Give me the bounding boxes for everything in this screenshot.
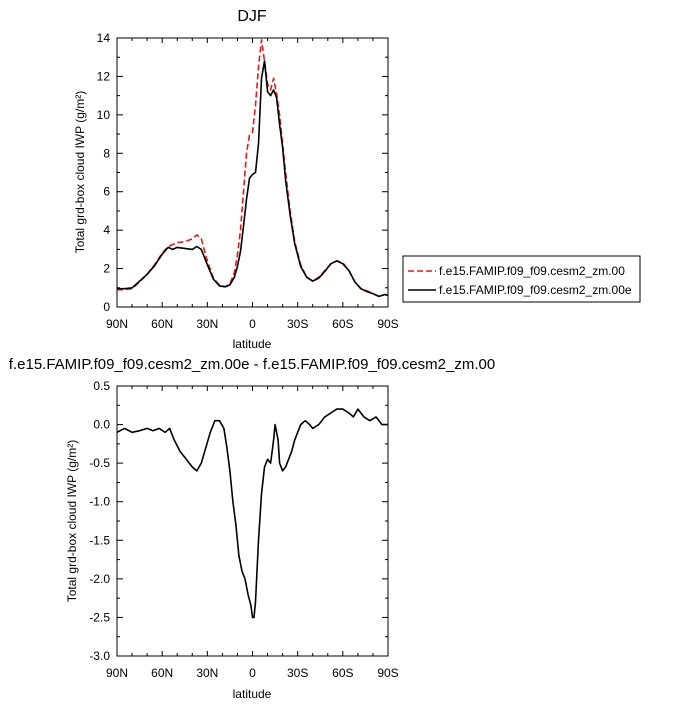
bottom-axis-ticks: 90N 60N 30N 0 30S 60S 90S -3.0 -2.5 -2.0 -1.5 -1.0 -… xyxy=(89,379,398,680)
legend-label-series-1: f.e15.FAMIP.f09_f09.cesm2_zm.00 xyxy=(439,264,625,278)
bottom-y-tick-label: -1.0 xyxy=(89,495,110,509)
top-x-tick-label: 60S xyxy=(332,317,353,331)
top-x-tick-label: 90N xyxy=(106,317,128,331)
bottom-x-tick-label: 0 xyxy=(249,666,256,680)
bottom-y-tick-label: 0.5 xyxy=(93,379,110,393)
bottom-x-axis-label: latitude xyxy=(233,687,272,701)
top-series-line-1 xyxy=(117,39,389,298)
top-x-tick-label: 30N xyxy=(196,317,218,331)
top-y-tick-label: 6 xyxy=(103,185,110,199)
top-axis-ticks: 90N 60N 30N 0 30S 60S 90S 0 2 4 6 8 10 12 14 xyxy=(97,31,399,331)
top-chart-title: DJF xyxy=(237,8,267,25)
top-series-line-2 xyxy=(117,60,389,298)
bottom-y-tick-label: -2.5 xyxy=(89,610,110,624)
bottom-chart-title: f.e15.FAMIP.f09_f09.cesm2_zm.00e - f.e15… xyxy=(9,356,495,373)
top-x-tick-label: 0 xyxy=(249,317,256,331)
bottom-x-tick-label: 60N xyxy=(151,666,173,680)
bottom-series-line-1 xyxy=(116,408,388,619)
top-plot-frame xyxy=(116,37,389,308)
top-y-tick-label: 8 xyxy=(103,146,110,160)
top-y-tick-label: 14 xyxy=(97,31,111,45)
top-y-tick-label: 10 xyxy=(97,108,111,122)
bottom-x-tick-label: 90S xyxy=(377,666,398,680)
bottom-panel: f.e15.FAMIP.f09_f09.cesm2_zm.00e - f.e15… xyxy=(9,356,495,701)
top-x-tick-label: 90S xyxy=(377,317,398,331)
bottom-y-tick-label: -3.0 xyxy=(89,649,110,663)
bottom-x-tick-label: 30S xyxy=(287,666,308,680)
bottom-x-tick-label: 60S xyxy=(332,666,353,680)
top-series-lines xyxy=(117,39,389,298)
top-y-axis-label: Total grd-box cloud IWP (g/m²) xyxy=(73,91,87,254)
top-x-axis-label: latitude xyxy=(233,337,272,351)
top-panel: DJF 90N 60N 30N 0 30S 60S 90S 0 2 4 6 8 10 12 14 latit… xyxy=(73,8,641,351)
bottom-y-axis-label: Total grd-box cloud IWP (g/m²) xyxy=(65,440,79,603)
bottom-x-tick-label: 30N xyxy=(196,666,218,680)
bottom-chart-title-text: f.e15.FAMIP.f09_f09.cesm2_zm.00e - f.e15… xyxy=(9,356,495,373)
bottom-y-tick-label: -2.0 xyxy=(89,572,110,586)
top-x-tick-label: 30S xyxy=(287,317,308,331)
bottom-series-lines xyxy=(116,408,388,619)
legend-box xyxy=(402,255,641,303)
top-y-tick-label: 2 xyxy=(103,262,110,276)
bottom-y-tick-label: -1.5 xyxy=(89,533,110,547)
top-y-tick-label: 12 xyxy=(97,69,111,83)
top-x-tick-label: 60N xyxy=(151,317,173,331)
bottom-y-tick-label: 0.0 xyxy=(93,418,110,432)
top-y-tick-label: 4 xyxy=(103,223,110,237)
bottom-x-tick-label: 90N xyxy=(106,666,128,680)
bottom-y-axis-label-text: Total grd-box cloud IWP (g/m²) xyxy=(65,440,79,603)
top-y-tick-label: 0 xyxy=(103,300,110,314)
legend: f.e15.FAMIP.f09_f09.cesm2_zm.00 f.e15.FA… xyxy=(402,255,641,303)
legend-label-series-2: f.e15.FAMIP.f09_f09.cesm2_zm.00e xyxy=(439,283,632,297)
top-y-axis-label-text: Total grd-box cloud IWP (g/m²) xyxy=(73,91,87,254)
bottom-y-tick-label: -0.5 xyxy=(89,456,110,470)
